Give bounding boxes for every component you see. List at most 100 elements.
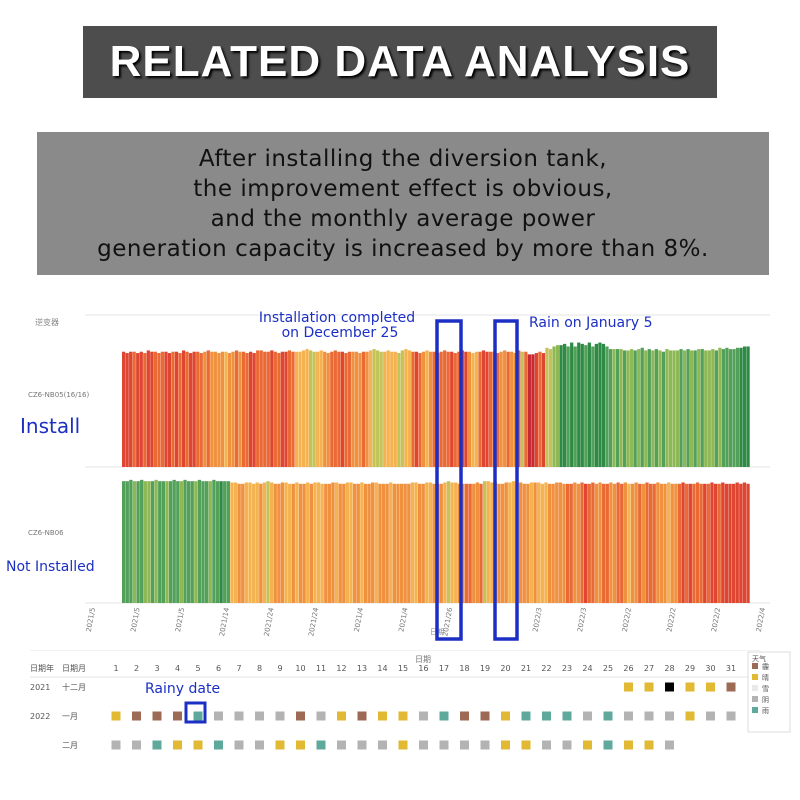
not-installed-bar (724, 483, 729, 603)
legend-swatch-rain (752, 707, 758, 713)
installed-bar (612, 349, 616, 467)
weather-cell-sunny (398, 740, 408, 750)
installed-bar (510, 351, 514, 467)
weather-cell-overcast (726, 711, 736, 721)
not-installed-bar (313, 482, 317, 603)
calendar-day-number: 18 (459, 664, 469, 673)
weather-legend (747, 651, 791, 733)
weather-cell-rain (542, 711, 551, 721)
installed-bar (647, 349, 651, 467)
installed-bar (291, 351, 295, 467)
not-installed-bar (367, 483, 371, 603)
weather-cell-sunny (521, 740, 531, 750)
not-installed-bar (580, 482, 584, 603)
not-installed-bar (475, 482, 480, 603)
not-installed-bar (547, 483, 552, 603)
not-installed-bar (219, 481, 223, 603)
not-installed-bar (122, 481, 126, 603)
not-installed-bar (381, 483, 386, 603)
not-installed-series-bars (122, 479, 750, 603)
x-tick-label: 2021/5 (85, 607, 97, 633)
not-installed-bar (143, 481, 147, 603)
not-installed-bar (399, 483, 404, 603)
not-installed-bar (154, 479, 158, 603)
calendar-day-number: 2 (134, 664, 139, 673)
calendar-day-number: 14 (377, 664, 387, 673)
summary-line-3: and the monthly average power (210, 205, 596, 232)
not-installed-bar (479, 483, 483, 603)
not-installed-bar (461, 483, 465, 603)
installed-bar (527, 354, 531, 467)
not-installed-bar (273, 483, 277, 603)
summary-text: After installing the diversion tank, the… (37, 132, 769, 275)
weather-cell-fog (357, 711, 367, 721)
installed-bar (686, 349, 690, 467)
not-installed-bar (526, 483, 530, 603)
calendar-day-number: 13 (357, 664, 367, 673)
installed-bar (400, 350, 404, 467)
not-installed-bar (504, 482, 508, 603)
not-installed-bar (713, 483, 718, 603)
installed-bar (503, 350, 507, 467)
not-installed-bar (537, 482, 541, 603)
installed-bar (573, 346, 577, 467)
installed-bar (457, 351, 461, 467)
page-title: RELATED DATA ANALYSIS (83, 26, 717, 98)
installed-bar (450, 351, 454, 467)
not-installed-bar (356, 483, 360, 603)
installed-bar (153, 351, 157, 467)
not-installed-bar (454, 482, 458, 603)
not-installed-bar (450, 482, 454, 603)
installed-bar (136, 353, 140, 467)
installed-bar (277, 353, 281, 467)
not-installed-bar (324, 483, 328, 603)
installed-bar (213, 351, 217, 467)
weather-cell-sunny (111, 711, 121, 721)
weather-cell-overcast (665, 711, 674, 721)
calendar-day-number: 26 (623, 664, 633, 673)
not-installed-bar (269, 482, 274, 603)
calendar-row-month: 十二月 (62, 682, 86, 692)
not-installed-bar (129, 479, 133, 603)
weather-cell-overcast (562, 740, 572, 750)
calendar-day-number: 7 (236, 664, 241, 673)
weather-cell-overcast (644, 711, 654, 721)
inverter-bar-chart: 逆变器 CZ6-NB05(16/16) CZ6-NB06 Install Not… (6, 310, 770, 641)
installed-bar (566, 346, 570, 467)
not-installed-bar (688, 483, 692, 603)
weather-cell-rain (603, 740, 613, 750)
installed-bar (234, 350, 239, 467)
weather-cell-rain (152, 740, 162, 750)
installed-bar (495, 353, 500, 467)
installed-bar (319, 350, 323, 467)
weather-cell-overcast (111, 740, 121, 750)
not-installed-bar (594, 483, 599, 603)
not-installed-bar (190, 481, 194, 603)
not-installed-bar (428, 482, 433, 603)
not-installed-bar (320, 483, 324, 603)
installed-bar (570, 342, 574, 467)
weather-cell-sunny (501, 740, 510, 750)
weather-cell-overcast (706, 711, 715, 721)
calendar-day-number: 24 (582, 664, 592, 673)
installed-bar (249, 351, 253, 467)
install-callout: Install (20, 414, 80, 438)
installed-bar (425, 350, 429, 467)
not-installed-bar (573, 482, 577, 603)
installed-bar (626, 350, 630, 467)
not-installed-bar (342, 483, 346, 603)
x-tick-label: 2021/14 (218, 606, 231, 637)
installed-bar (467, 351, 471, 467)
installed-bar (354, 351, 359, 467)
installed-bar (555, 345, 560, 467)
not-installed-bar (186, 481, 191, 603)
installed-bar (471, 353, 475, 467)
calendar-month-header: 日期月 (62, 664, 86, 673)
weather-cell-overcast (583, 711, 592, 721)
not-installed-bar (645, 482, 649, 603)
installed-bar (644, 350, 648, 467)
installed-bar (411, 351, 415, 467)
calendar-day-number: 6 (216, 664, 221, 673)
installed-bar (273, 351, 277, 467)
